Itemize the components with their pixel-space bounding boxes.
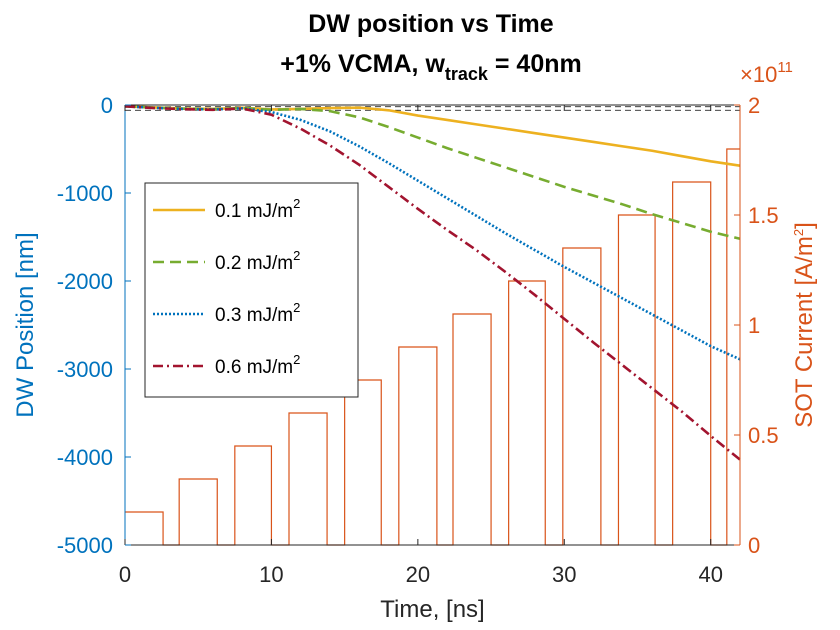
exponent-base: ×10 [740, 62, 777, 87]
x-tick-label: 30 [552, 562, 576, 587]
y-right-tick-label: 2 [748, 93, 760, 118]
y-right-tick-label: 0.5 [748, 423, 779, 448]
legend-label-1: 0.1 mJ/m2 [215, 196, 300, 222]
y-left-tick-label: 0 [101, 93, 113, 118]
legend-label-2: 0.2 mJ/m2 [215, 248, 300, 274]
subtitle-subscript: track [445, 64, 489, 84]
x-tick-label: 40 [698, 562, 722, 587]
y-right-label-sup: 2 [791, 229, 806, 236]
y-right-label-main: SOT Current [A/m [791, 236, 818, 428]
subtitle-suffix: = 40nm [488, 50, 582, 78]
legend: 0.1 mJ/m2 0.2 mJ/m2 0.3 mJ/m2 0.6 mJ/m2 [144, 182, 359, 398]
y-left-tick-label: -4000 [57, 445, 113, 470]
y-left-tick-label: -5000 [57, 533, 113, 558]
axes: 0 10 20 30 400-1000-2000-3000-4000-5000 00.51… [57, 93, 779, 587]
x-tick-label: 0 [119, 562, 131, 587]
y-left-tick-label: -1000 [57, 181, 113, 206]
x-tick-label: 10 [259, 562, 283, 587]
series-line-4 [124, 105, 741, 461]
exponent-power: 11 [777, 59, 793, 76]
chart-title: DW position vs Time [308, 10, 553, 38]
subtitle-prefix: +1% VCMA, w [280, 50, 445, 78]
y-axis-left-label: DW Position [nm] [12, 232, 39, 417]
chart-subtitle: +1% VCMA, wtrack = 40nm [280, 50, 581, 84]
legend-label-4: 0.6 mJ/m2 [215, 352, 300, 378]
y-left-tick-label: -2000 [57, 269, 113, 294]
y-left-tick-label: -3000 [57, 357, 113, 382]
y-right-label-close: ] [791, 222, 818, 229]
y-right-tick-label: 0 [748, 533, 760, 558]
legend-box [144, 182, 359, 398]
y-right-tick-label: 1.5 [748, 203, 779, 228]
y-axis-right-label: SOT Current [A/m2] [791, 222, 818, 428]
dw-series [124, 105, 741, 461]
right-axis-exponent: ×1011 [740, 59, 793, 87]
x-axis-label: Time, [ns] [380, 596, 484, 623]
y-right-tick-label: 1 [748, 313, 760, 338]
x-tick-label: 20 [406, 562, 430, 587]
legend-label-3: 0.3 mJ/m2 [215, 300, 300, 326]
